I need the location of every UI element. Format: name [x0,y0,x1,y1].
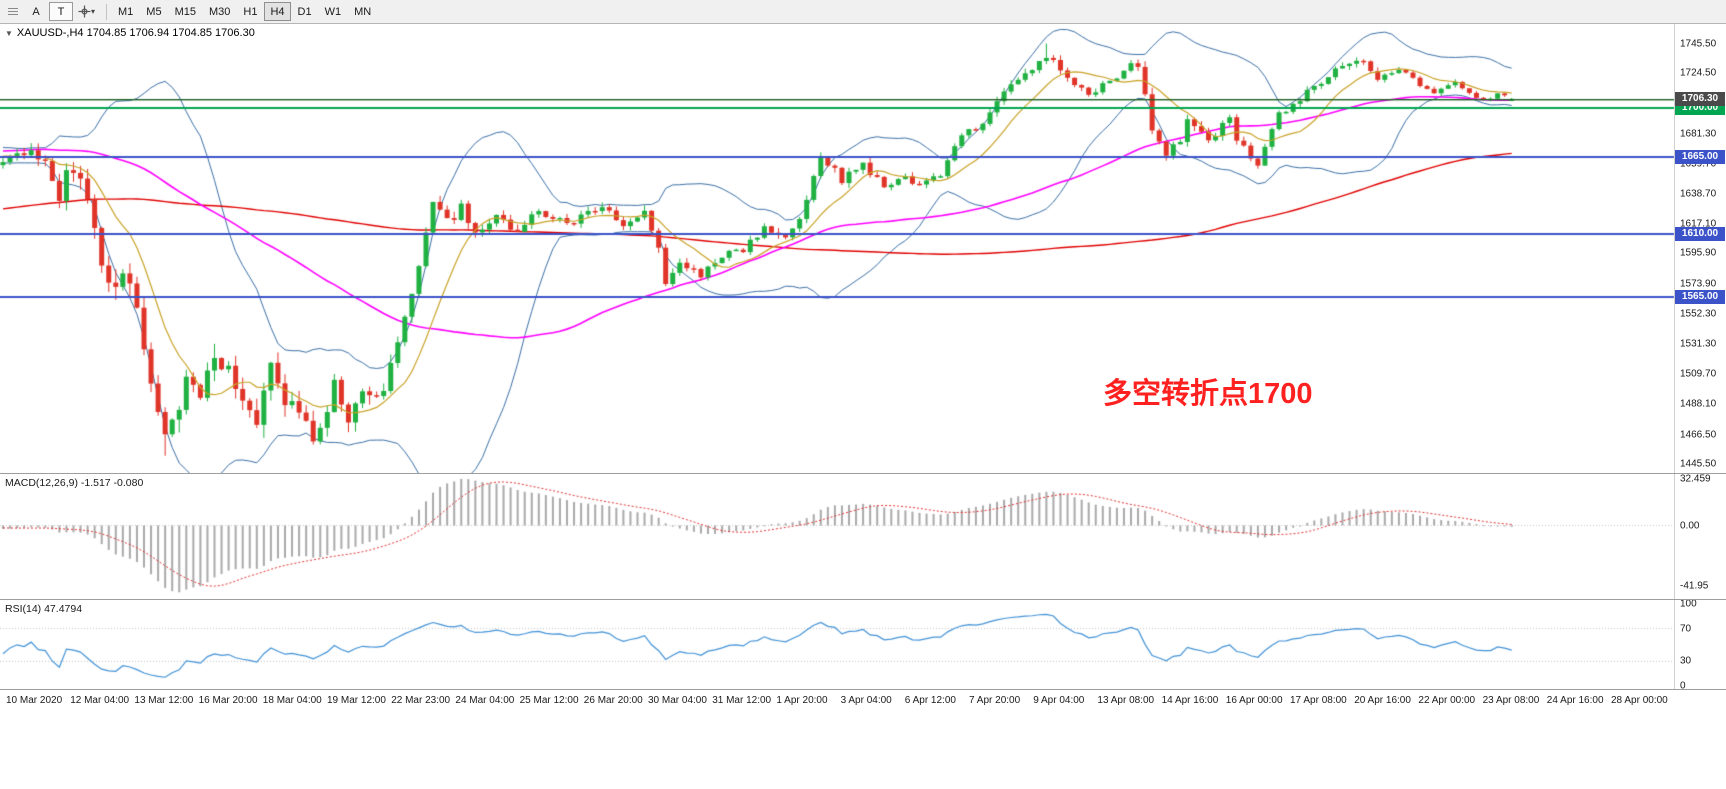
rsi-tick: 30 [1680,655,1692,667]
time-axis-label: 14 Apr 16:00 [1161,695,1219,706]
price-tick: 1595.90 [1680,247,1717,259]
window-grip-icon[interactable] [3,2,23,21]
current-price-tag: 1706.30 [1675,91,1725,106]
bottom-blank-area [0,712,1726,789]
rsi-canvas[interactable] [0,600,1726,690]
panel-separator [0,689,1726,690]
price-tick: 1745.50 [1680,38,1717,50]
candlestick-chart-canvas[interactable] [0,24,1726,474]
collapse-triangle-icon[interactable]: ▼ [5,28,13,38]
timeframe-button-m5[interactable]: M5 [140,2,167,21]
time-axis[interactable]: 10 Mar 2020 12 Mar 04:00 13 Mar 12:00 16 Ma… [0,690,1726,712]
toolbar-separator [106,3,107,20]
time-axis-label: 19 Mar 12:00 [327,695,386,706]
time-axis-label: 24 Mar 04:00 [455,695,515,706]
timeframe-button-m1[interactable]: M1 [112,2,139,21]
time-axis-label: 6 Apr 12:00 [904,695,956,706]
panel-separator [0,473,1726,474]
price-scale-divider [1674,24,1675,474]
time-axis-label: 31 Mar 12:00 [712,695,772,706]
timeframe-button-m30[interactable]: M30 [203,2,236,21]
chevron-down-icon[interactable]: ▾ [91,7,96,16]
timeframe-buttons: M1 M5 M15 M30 H1 H4 D1 W1 MN [112,2,377,21]
symbol-ohlc-text: XAUUSD-,H4 1704.85 1706.94 1704.85 1706.… [16,27,255,39]
rsi-tick: 70 [1680,623,1692,635]
text-tool-button[interactable]: T [49,2,73,21]
macd-tick: 0.00 [1680,520,1700,531]
time-axis-label: 25 Mar 12:00 [519,695,579,706]
time-axis-label: 1 Apr 20:00 [776,695,828,706]
macd-tick: 32.459 [1680,473,1711,485]
rsi-panel[interactable]: RSI(14) 47.4794 100 70 30 0 [0,598,1726,692]
price-tick: 1445.50 [1680,458,1717,470]
price-tick: 1659.70 [1680,158,1717,170]
time-axis-label: 28 Apr 00:00 [1611,695,1668,706]
time-axis-label: 17 Apr 08:00 [1290,695,1347,706]
time-axis-label: 22 Mar 23:00 [391,695,451,706]
time-axis-label: 10 Mar 2020 [6,695,63,706]
macd-label: MACD(12,26,9) -1.517 -0.080 [5,477,144,489]
price-tick: 1573.90 [1680,278,1717,290]
macd-tick: -41.95 [1680,580,1709,592]
timeframe-button-mn[interactable]: MN [348,2,377,21]
time-axis-label: 23 Apr 08:00 [1482,695,1540,706]
panel-separator [0,599,1726,600]
time-axis-label: 30 Mar 04:00 [648,695,707,706]
price-tick: 1466.50 [1680,429,1717,441]
rsi-tick: 100 [1680,598,1697,610]
time-axis-label: 26 Mar 20:00 [583,695,643,706]
price-tick: 1617.10 [1680,218,1717,230]
main-chart-panel[interactable]: ▼ XAUUSD-,H4 1704.85 1706.94 1704.85 170… [0,24,1726,474]
chart-annotation-text[interactable]: 多空转折点1700 [1103,378,1313,410]
rsi-tick: 0 [1680,680,1686,692]
time-axis-label: 13 Mar 12:00 [134,695,194,706]
timeframe-button-m15[interactable]: M15 [169,2,202,21]
rsi-scale-divider [1674,600,1675,690]
toolbar: A T ▾ M1 M5 M15 M30 H1 H4 D1 W1 MN [0,0,1726,24]
level-price-tag: 1665.00 [1675,149,1725,164]
time-axis-label: 9 Apr 04:00 [1033,695,1085,706]
rsi-label: RSI(14) 47.4794 [5,603,83,615]
price-tick: 1638.70 [1680,188,1717,200]
macd-scale-divider [1674,474,1675,600]
price-tick: 1509.70 [1680,368,1717,380]
chart-symbol-label: ▼ XAUUSD-,H4 1704.85 1706.94 1704.85 170… [5,27,255,39]
time-axis-label: 3 Apr 04:00 [840,695,892,706]
timeframe-button-h1[interactable]: H1 [237,2,263,21]
timeframe-button-h4[interactable]: H4 [264,2,291,21]
price-tick: 1531.30 [1680,338,1717,350]
macd-panel[interactable]: MACD(12,26,9) -1.517 -0.080 32.459 0.00 -4… [0,474,1726,600]
time-axis-label: 7 Apr 20:00 [969,695,1021,706]
time-axis-label: 18 Mar 04:00 [262,695,322,706]
time-axis-label: 20 Apr 16:00 [1354,695,1411,706]
font-tool-button[interactable]: A [24,2,48,21]
time-axis-label: 22 Apr 00:00 [1418,695,1476,706]
level-price-tag: 1610.00 [1675,226,1725,241]
price-tick: 1552.30 [1680,308,1717,320]
price-tick: 1488.10 [1680,398,1717,410]
time-axis-label: 16 Apr 00:00 [1225,695,1283,706]
price-tick: 1681.30 [1680,128,1717,140]
level-price-tag: 1565.00 [1675,289,1725,304]
time-axis-label: 12 Mar 04:00 [70,695,130,706]
time-axis-label: 16 Mar 20:00 [198,695,258,706]
time-axis-label: 13 Apr 08:00 [1097,695,1155,706]
macd-canvas[interactable] [0,474,1726,600]
timeframe-button-w1[interactable]: W1 [319,2,348,21]
timeframe-button-d1[interactable]: D1 [292,2,318,21]
price-tick: 1724.50 [1680,67,1717,79]
time-axis-label: 24 Apr 16:00 [1546,695,1604,706]
crosshair-tool-icon[interactable] [74,2,94,21]
